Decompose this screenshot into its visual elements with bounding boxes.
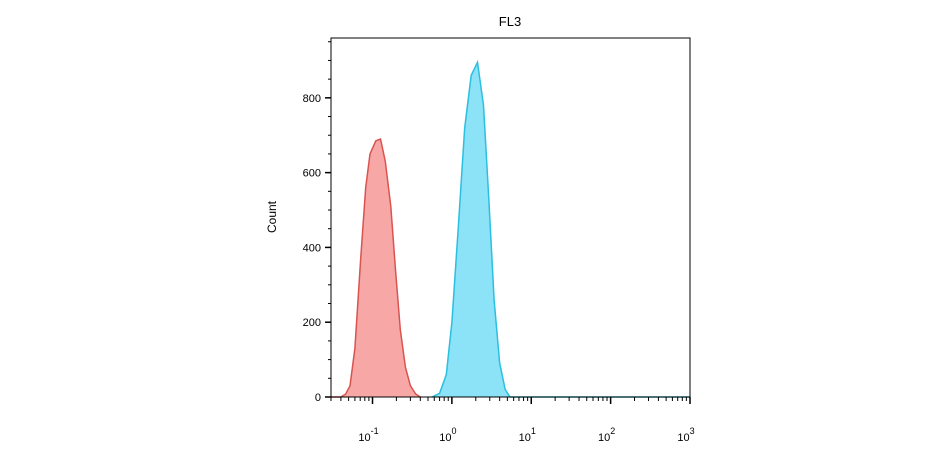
y-tick-label: 200 (303, 317, 321, 329)
x-tick-base: 10 (358, 432, 370, 444)
x-tick-base: 10 (519, 432, 531, 444)
y-tick-label: 600 (303, 168, 321, 180)
x-tick-label: 100 (439, 426, 456, 444)
x-tick-base: 10 (677, 432, 689, 444)
x-tick-power: -1 (371, 426, 379, 436)
x-tick-base: 10 (598, 432, 610, 444)
y-tick-label: 800 (303, 93, 321, 105)
chart-title: FL3 (499, 14, 521, 29)
histogram-line (431, 59, 690, 398)
x-tick-power: 0 (451, 426, 456, 436)
histogram-area (331, 139, 421, 397)
y-tick-label: 400 (303, 242, 321, 254)
x-tick-label: 103 (677, 426, 694, 444)
x-tick-label: 101 (519, 426, 536, 444)
x-tick-base: 10 (439, 432, 451, 444)
x-tick-power: 2 (610, 426, 615, 436)
histogram-area (431, 62, 690, 398)
x-tick-power: 3 (690, 426, 695, 436)
x-tick-power: 1 (531, 426, 536, 436)
y-tick-label: 0 (315, 392, 321, 404)
x-tick-label: 10-1 (358, 426, 378, 444)
histogram-line (331, 137, 421, 398)
x-tick-label: 102 (598, 426, 615, 444)
plot-frame (330, 37, 691, 398)
y-axis-label: Count (265, 200, 279, 233)
